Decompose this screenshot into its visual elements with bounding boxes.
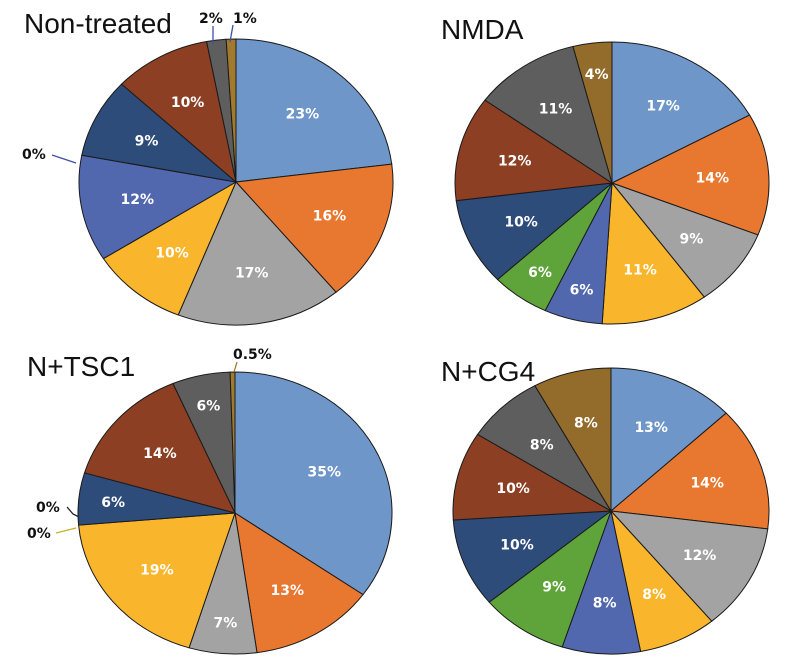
pie-3-label-2: 13%	[271, 583, 305, 599]
pie-2-label-8: 12%	[498, 154, 532, 170]
pie-1-slice-2	[234, 163, 394, 293]
pie-4-label-3: 12%	[683, 548, 717, 564]
pie-4-label-10: 8%	[574, 415, 598, 431]
pie-2-slice-2	[610, 114, 770, 236]
pie-3-label-6: 0%	[36, 500, 60, 516]
pie-4-label-8: 10%	[496, 481, 530, 497]
pie-4-slice-6	[488, 509, 613, 648]
pie-2-slice-3	[610, 181, 759, 298]
pie-3-label-4: 19%	[140, 563, 174, 579]
pie-2-slice-4	[601, 181, 706, 325]
pie-1-label-3: 17%	[235, 265, 269, 281]
pie-4-label-2: 14%	[690, 476, 724, 492]
pie-1-label-6: 0%	[22, 147, 46, 163]
pie-4-slice-1	[610, 367, 727, 513]
pie-4-label-4: 8%	[642, 587, 666, 603]
pie-1-label-10: 1%	[233, 11, 257, 27]
pie-2-label-2: 14%	[696, 170, 730, 186]
pie-1-slice-3	[177, 181, 337, 326]
pie-3-label-9: 6%	[197, 399, 221, 415]
pie-4-label-9: 8%	[530, 437, 554, 453]
pie-2-slice-10	[572, 41, 613, 184]
pie-title-nmda: NMDA	[441, 14, 524, 45]
pie-4-slice-2	[609, 412, 770, 530]
pie-3-slice-4	[78, 512, 236, 649]
pie-4-label-1: 13%	[634, 420, 668, 436]
pie-3-slice-1	[234, 371, 393, 596]
pie-4-label-6: 9%	[542, 580, 566, 596]
pie-4-label-7: 10%	[500, 538, 534, 554]
pie-3-label-8: 14%	[143, 446, 177, 462]
pie-1-slice-8	[120, 40, 237, 184]
pie-2-label-10: 4%	[585, 67, 609, 83]
pie-3-slice-10	[229, 371, 236, 514]
pie-title-n-cg4: N+CG4	[441, 356, 536, 387]
pie-2-label-9: 11%	[539, 101, 573, 117]
pie-3-slice-2	[234, 511, 364, 654]
pie-2: 17% 14% 9% 11% 6% 6% 10% 12% 11% 4%	[454, 41, 770, 325]
pie-1-label-1: 23%	[286, 106, 320, 122]
pie-4-label-5: 8%	[593, 595, 617, 611]
pie-2-label-6: 6%	[528, 265, 552, 281]
pie-3-label-1: 35%	[308, 465, 342, 481]
pie-1-label-2: 16%	[313, 209, 347, 225]
pie-1-label-4: 10%	[155, 246, 189, 262]
pie-3: 35% 13% 7% 19% 0% 0% 6% 14% 6% 0.5%	[27, 347, 393, 655]
pie-1-label-8: 10%	[171, 95, 205, 111]
pie-2-slice-9	[484, 45, 613, 185]
pie-4-slice-3	[609, 510, 769, 622]
pie-2-label-7: 10%	[504, 214, 538, 230]
pie-1-label-5: 12%	[121, 192, 155, 208]
pie-3-label-7: 6%	[101, 495, 125, 511]
pie-2-label-3: 9%	[680, 231, 704, 247]
pie-3-label-3: 7%	[214, 616, 238, 632]
pie-1-label-9: 2%	[199, 11, 223, 27]
pie-3-slice-8	[83, 382, 236, 514]
pie-3-leader-10	[233, 361, 238, 373]
pie-2-label-4: 11%	[623, 263, 657, 279]
pie-4: 13% 14% 12% 8% 8% 9% 10% 10% 8% 8%	[452, 367, 770, 655]
pie-2-slice-7	[455, 182, 614, 281]
pie-1-label-7: 9%	[135, 134, 159, 150]
pie-1-leader-6	[51, 154, 77, 164]
pie-1-slice-5	[78, 154, 238, 260]
pie-4-slice-8	[452, 433, 613, 521]
pie-2-slice-1	[611, 41, 751, 184]
pie-1-slice-1	[235, 38, 393, 183]
pie-1-slice-7	[81, 83, 238, 183]
pie-4-slice-10	[534, 367, 612, 513]
pie-3-label-10: 0.5%	[233, 347, 272, 363]
pie-title-non-treated: Non-treated	[24, 8, 172, 39]
pie-title-n-tsc1: N+TSC1	[27, 351, 136, 382]
pie-2-label-5: 6%	[570, 283, 594, 299]
pie-3-leader-6	[66, 506, 80, 518]
pie-4-slice-7	[452, 510, 613, 603]
pie-2-slice-8	[454, 99, 614, 202]
pie-1-slice-4	[102, 180, 238, 316]
pie-3-leader-5	[55, 527, 77, 534]
pie-2-label-1: 17%	[646, 98, 680, 114]
pie-1-leader-10	[229, 24, 234, 43]
pie-1: 23% 16% 17% 10% 12% 0% 9% 10% 2% 1%	[22, 11, 394, 326]
pie-3-label-5: 0%	[27, 526, 51, 542]
